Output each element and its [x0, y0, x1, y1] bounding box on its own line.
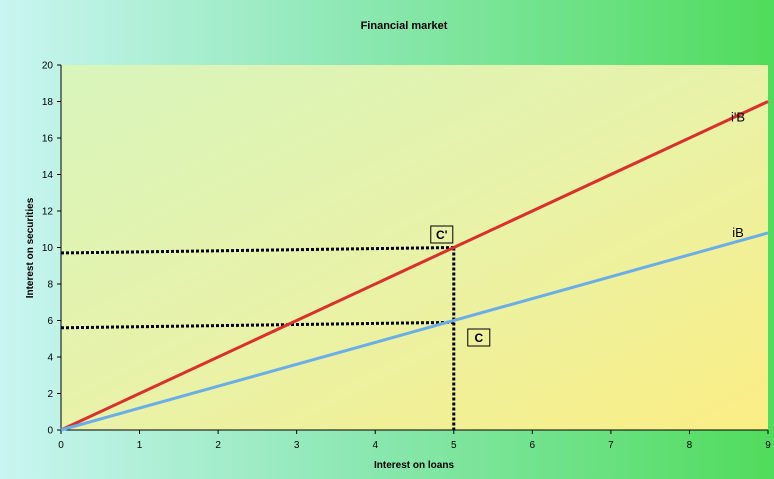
point-label-box: [467, 328, 491, 347]
series-line-ib: [60, 231, 769, 432]
y-tick-label: 0: [47, 426, 53, 437]
x-tick-label: 8: [687, 440, 693, 451]
x-tick-label: 5: [451, 440, 457, 451]
annotations: i'B iB C' C: [430, 110, 745, 347]
x-axis-title: Interest on loans: [374, 460, 454, 471]
series-label: iB: [732, 225, 744, 240]
dotted-reference-line: [60, 320, 454, 330]
x-tick-label: 6: [530, 440, 536, 451]
y-tick-label: 2: [47, 389, 53, 400]
y-tick-label: 4: [47, 353, 53, 364]
y-tick-label: 10: [42, 243, 54, 254]
series-line-i-prime-b: [60, 100, 769, 432]
x-tick-label: 2: [215, 440, 221, 451]
point-label: C: [474, 331, 483, 345]
y-tick-label: 18: [42, 97, 54, 108]
y-tick-label: 12: [42, 207, 54, 218]
point-label-box: [430, 225, 454, 244]
x-tick-label: 4: [372, 440, 378, 451]
reference-lines: [60, 246, 456, 430]
y-tick-label: 16: [42, 134, 54, 145]
plot-area: [61, 65, 768, 430]
x-tick-label: 7: [608, 440, 614, 451]
dotted-reference-line: [60, 246, 454, 255]
x-tick-label: 3: [294, 440, 300, 451]
y-tick-label: 6: [47, 316, 53, 327]
point-label: C': [436, 228, 448, 242]
y-tick-label: 14: [42, 170, 54, 181]
y-tick-label: 20: [42, 61, 54, 72]
chart-title: Financial market: [361, 20, 448, 32]
y-axis-title: Interest on securities: [25, 197, 36, 298]
x-tick-label: 1: [137, 440, 143, 451]
series-label: i'B: [731, 110, 745, 125]
series-lines: [60, 100, 769, 432]
x-tick-label: 0: [58, 440, 64, 451]
y-tick-label: 8: [47, 280, 53, 291]
x-tick-label: 9: [765, 440, 771, 451]
